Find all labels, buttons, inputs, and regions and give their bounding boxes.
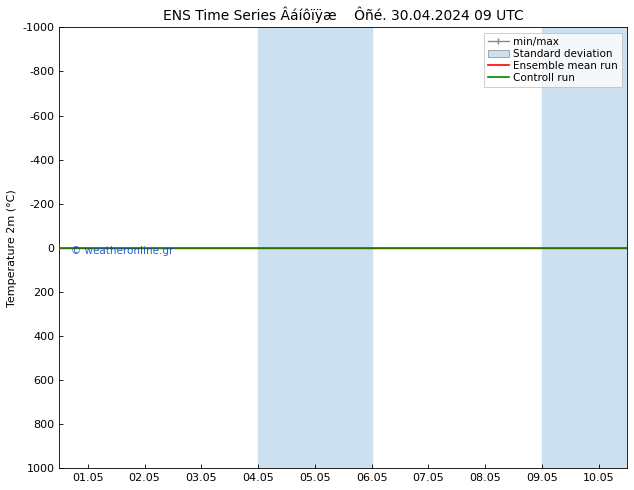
Y-axis label: Temperature 2m (°C): Temperature 2m (°C)	[7, 189, 17, 307]
Bar	[258, 27, 372, 468]
Text: © weatheronline.gr: © weatheronline.gr	[71, 246, 173, 256]
Legend: min/max, Standard deviation, Ensemble mean run, Controll run: min/max, Standard deviation, Ensemble me…	[484, 33, 622, 87]
Bar	[542, 27, 627, 468]
Title: ENS Time Series Âáíôïÿæ    Ôñé. 30.04.2024 09 UTC: ENS Time Series Âáíôïÿæ Ôñé. 30.04.2024 …	[163, 7, 524, 24]
